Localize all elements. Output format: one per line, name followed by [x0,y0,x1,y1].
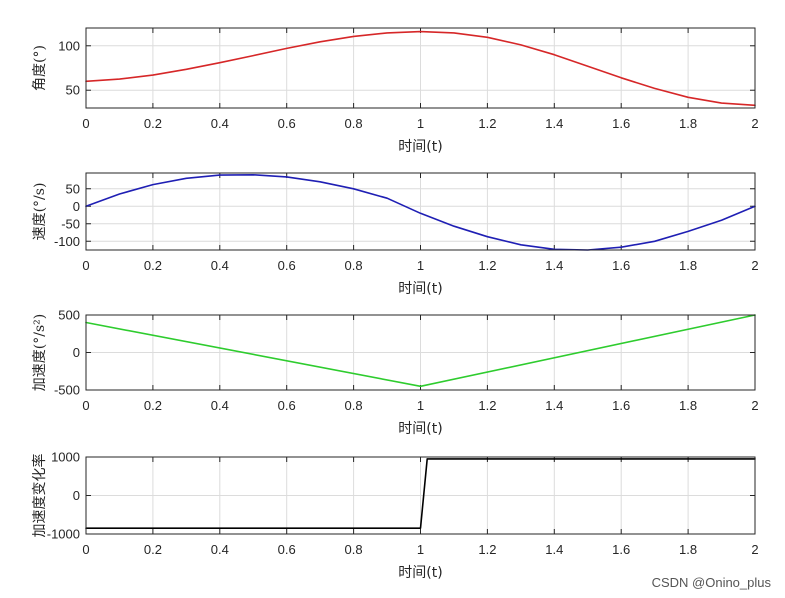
x-tick-label: 1.8 [679,258,697,273]
x-tick-label: 0 [82,258,89,273]
x-tick-label: 1.2 [478,398,496,413]
x-tick-label: 1.6 [612,258,630,273]
x-tick-label: 0.8 [345,398,363,413]
y-tick-label: -50 [61,216,80,231]
y-tick-label: 50 [66,83,80,98]
y-tick-label: -1000 [47,527,80,542]
x-tick-label: 1.2 [478,116,496,131]
y-tick-label: 0 [73,488,80,503]
y-tick-label: -500 [54,383,80,398]
x-tick-label: 0.2 [144,116,162,131]
x-tick-label: 2 [751,542,758,557]
subplot-3: 0 0.2 0.4 0.6 0.8 1 1.2 1.4 1.6 1.8 25000-500时间(t)… [32,308,759,438]
series-line-1 [85,30,756,107]
y-axis-label: 加速度变化率 [31,454,48,538]
axes-frame [85,456,756,535]
watermark: CSDN @Onino_plus [651,575,771,590]
x-tick-label: 2 [751,398,758,413]
x-tick-label: 1.2 [478,542,496,557]
series-line-1 [85,174,756,251]
y-tick-label: 100 [58,38,80,53]
y-tick-label: 50 [66,181,80,196]
x-tick-label: 0.2 [144,542,162,557]
subplot-2: 0 0.2 0.4 0.6 0.8 1 1.2 1.4 1.6 1.8 2 50 0 -50 -100 时间(… [32,172,759,297]
x-tick-label: 1.8 [679,398,697,413]
x-tick-label: 0.6 [278,258,296,273]
x-tick-label: 0.4 [211,258,229,273]
x-tick-label: 1.6 [612,542,630,557]
x-tick-label: 1.4 [545,542,563,557]
axes-frame [85,27,756,109]
x-tick-label: 1.4 [545,398,563,413]
y-tick-label: 1000 [51,450,80,465]
subplot-1: 0 0.2 0.4 0.6 0.8 1 1.2 1.4 1.6 1.8 2 50 100 时间(t) 角度(… [32,27,759,155]
axes-frame [85,172,756,251]
y-tick-label: 500 [58,308,80,323]
x-tick-label: 1 [417,542,424,557]
x-tick-label: 0.4 [211,398,229,413]
x-tick-label: 0.2 [144,258,162,273]
axes-frame [85,314,756,391]
x-tick-label: 1.4 [545,116,563,131]
x-tick-label: 2 [751,116,758,131]
x-tick-label: 1.8 [679,542,697,557]
x-tick-label: 0.4 [211,116,229,131]
x-tick-label: 0 [82,542,89,557]
y-tick-label: 0 [73,199,80,214]
x-tick-label: 0.8 [345,542,363,557]
x-tick-label: 1.2 [478,258,496,273]
x-axis-label: 时间(t) [398,281,442,297]
x-tick-label: 0.8 [345,258,363,273]
x-tick-label: 1.4 [545,258,563,273]
x-axis-label: 时间(t) [398,565,442,581]
y-axis-label: 加速度(°/s²) [32,314,48,391]
x-tick-label: 1.8 [679,116,697,131]
series-line-1 [85,458,756,530]
x-tick-label: 0.6 [278,116,296,131]
x-tick-label: 0.4 [211,542,229,557]
series-line-1 [85,314,756,388]
subplot-4: 0 0.2 0.4 0.6 0.8 1 1.2 1.4 1.6 1.8 210000-1000时间(… [31,450,759,582]
x-tick-label: 1.6 [612,398,630,413]
x-tick-label: 0.2 [144,398,162,413]
y-axis-label: 速度(°/s) [32,183,48,241]
y-axis-label: 角度(°) [32,45,48,91]
x-tick-label: 0 [82,116,89,131]
x-tick-label: 1 [417,116,424,131]
x-axis-label: 时间(t) [398,139,442,155]
x-tick-label: 1 [417,398,424,413]
x-tick-label: 0.8 [345,116,363,131]
x-axis-label: 时间(t) [398,421,442,437]
x-tick-label: 2 [751,258,758,273]
x-tick-label: 1 [417,258,424,273]
y-tick-label: 0 [73,345,80,360]
x-tick-label: 0.6 [278,542,296,557]
x-tick-label: 1.6 [612,116,630,131]
y-tick-label: -100 [54,234,80,249]
x-tick-label: 0 [82,398,89,413]
x-tick-label: 0.6 [278,398,296,413]
